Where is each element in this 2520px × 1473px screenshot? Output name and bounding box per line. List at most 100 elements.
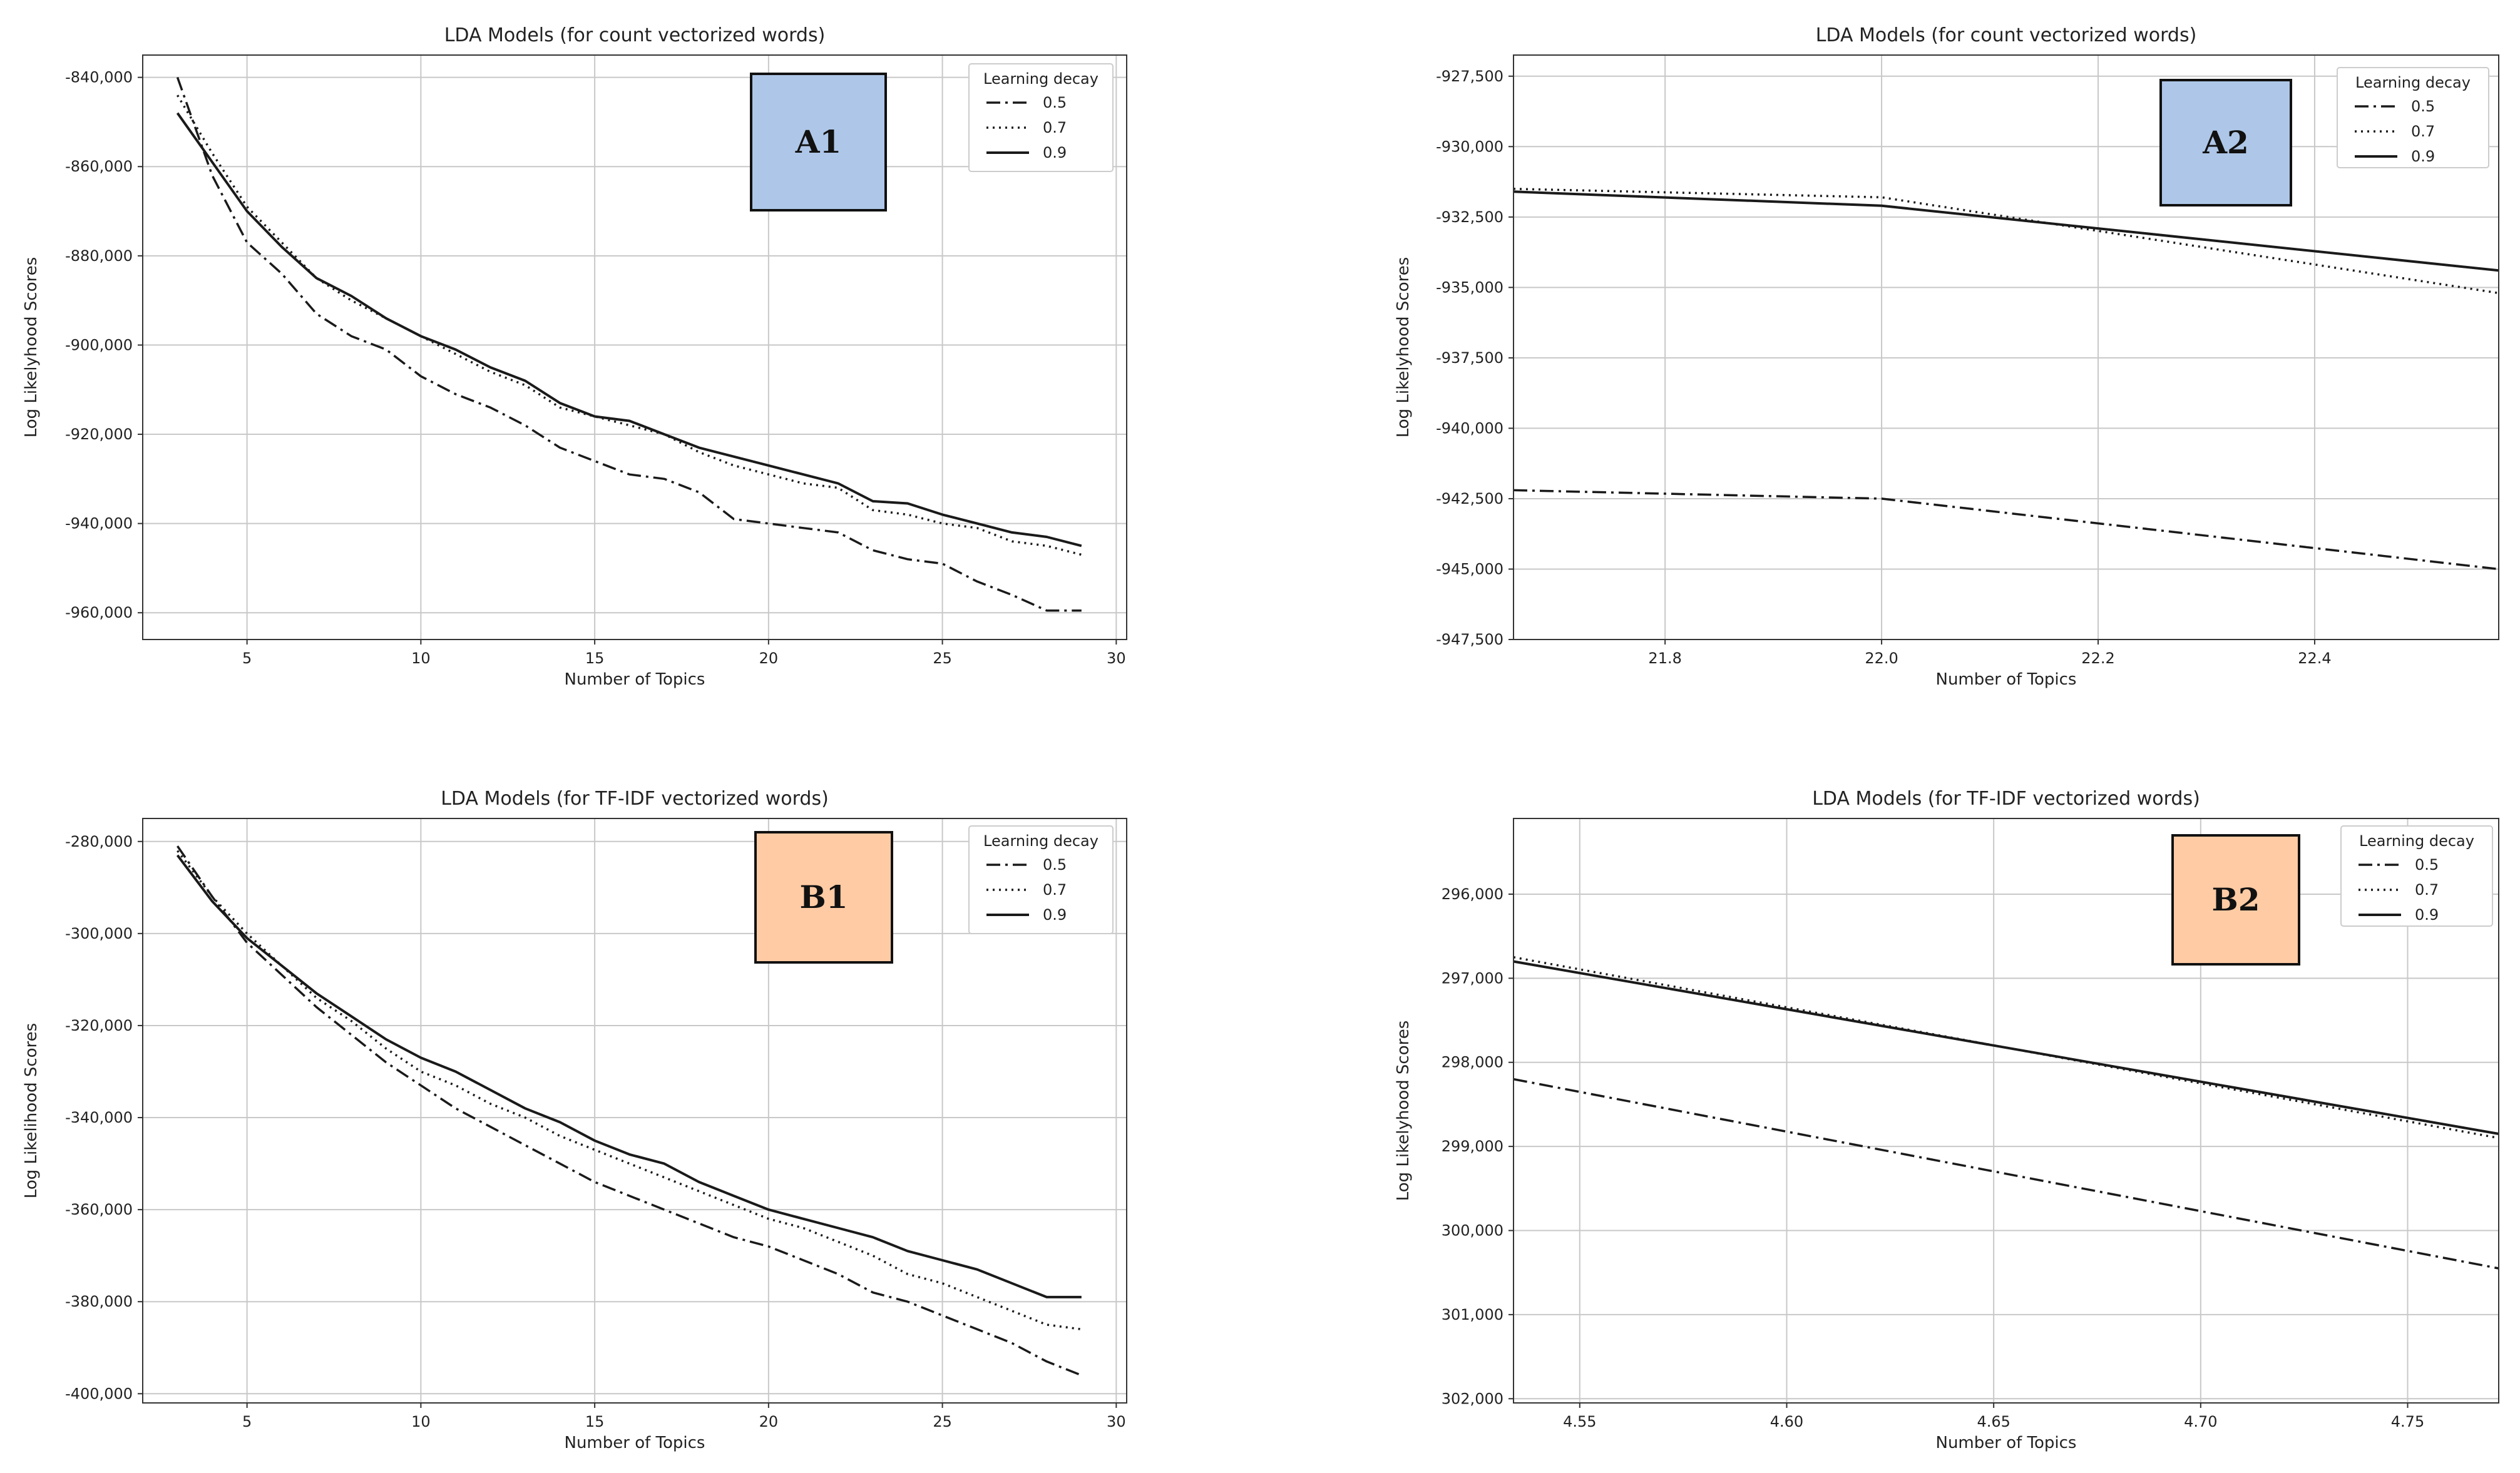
b1-x-tick-label: 10: [411, 1413, 431, 1430]
b1-x-tick-label: 5: [242, 1413, 252, 1430]
a1-x-tick-label: 20: [759, 650, 779, 667]
b1-y-tick-label: -380,000: [65, 1293, 133, 1310]
b2-legend-box: [2340, 825, 2493, 927]
b2-y-tick-label: 297,000: [1442, 969, 1503, 987]
b2-y-tick-label: 298,000: [1442, 1054, 1503, 1071]
b2-legend-title: Learning decay: [2359, 832, 2474, 850]
a2-series-line-0-9: [1513, 190, 2499, 272]
a1-y-tick-label: -920,000: [65, 426, 133, 443]
a1-series-line-0-9: [176, 112, 1082, 548]
a2-x-tick-label: 21.8: [1648, 650, 1681, 667]
a2-y-tick-label: -930,000: [1436, 138, 1503, 155]
b1-y-tick-label: -280,000: [65, 833, 133, 850]
b1-legend-label: 0.7: [1043, 881, 1067, 899]
b1-series-line-0-7: [177, 850, 1082, 1331]
b1-y-tick-label: -340,000: [65, 1109, 133, 1126]
a1-x-tick-label: 30: [1107, 650, 1126, 667]
b1-y-tick-label: -320,000: [65, 1017, 133, 1034]
b1-chart-title: LDA Models (for TF-IDF vectorized words): [441, 788, 829, 810]
b1-y-axis-label: Log Likelihood Scores: [22, 1023, 41, 1198]
b2-x-axis-label: Number of Topics: [1936, 1434, 2077, 1452]
a2-panel-tag-box: [2159, 79, 2292, 206]
a1-y-tick-label: -840,000: [65, 69, 133, 86]
a1-legend: Learning decay 0.5 0.7 0.9: [968, 63, 1114, 172]
b2-x-tick-label: 4.55: [1563, 1413, 1596, 1430]
a1-y-tick-label: -880,000: [65, 247, 133, 265]
b1-legend-title: Learning decay: [983, 832, 1099, 850]
a2-y-tick-label: -942,500: [1436, 490, 1503, 507]
a2-y-tick-label: -935,000: [1436, 278, 1503, 296]
a1-series-line-0-5: [176, 77, 1082, 612]
a2-panel-tag-label: A2: [2202, 124, 2249, 161]
b2-y-tick-label: 299,000: [1442, 1138, 1503, 1155]
a1-x-tick-label: 5: [242, 650, 252, 667]
b2-legend: Learning decay 0.5 0.7 0.9: [2340, 825, 2493, 927]
b1-legend: Learning decay 0.5 0.7 0.9: [968, 825, 1114, 934]
b1-legend-box: [968, 825, 1114, 934]
a1-axes-frame: [142, 54, 1127, 640]
a2-chart-title: LDA Models (for count vectorized words): [1816, 24, 2197, 46]
a1-legend-label: 0.7: [1043, 119, 1067, 136]
b2-panel-tag-box: [2171, 834, 2300, 966]
b1-legend-label: 0.5: [1043, 856, 1067, 874]
b2-chart-title: LDA Models (for TF-IDF vectorized words): [1812, 788, 2200, 810]
a1-y-tick-label: -900,000: [65, 336, 133, 354]
b2-axes-frame: [1513, 818, 2499, 1404]
b2-x-tick-label: 4.60: [1770, 1413, 1803, 1430]
b1-panel-tag-label: B1: [799, 879, 848, 915]
a1-y-tick-label: -940,000: [65, 515, 133, 533]
a1-panel-tag-box: [750, 73, 887, 212]
a1-x-axis-label: Number of Topics: [565, 670, 705, 689]
b1-panel-tag-box: [754, 831, 893, 964]
a1-legend-box: [968, 63, 1114, 172]
a1-x-tick-label: 25: [933, 650, 952, 667]
a1-y-axis-label: Log Likelyhood Scores: [22, 257, 41, 438]
a1-x-tick-label: 15: [585, 650, 605, 667]
b1-series-line-0-9: [176, 854, 1082, 1298]
a2-y-tick-label: -940,000: [1436, 419, 1503, 437]
a1-panel-tag-label: A1: [795, 123, 842, 160]
a1-chart-title: LDA Models (for count vectorized words): [444, 24, 826, 46]
a2-legend-label: 0.9: [2411, 148, 2435, 165]
b2-y-tick-label: 300,000: [1442, 1222, 1503, 1240]
a2-x-tick-label: 22.4: [2298, 650, 2331, 667]
b2-y-tick-label: 296,000: [1442, 885, 1503, 903]
a2-y-axis-label: Log Likelyhood Scores: [1394, 257, 1413, 438]
b1-legend-label: 0.9: [1043, 906, 1067, 924]
chart-panel-b2: 4.55 4.60 4.65 4.70 4.75 296,000 297,000 298,00…: [1394, 788, 2499, 1452]
a2-x-tick-label: 22.2: [2081, 650, 2114, 667]
b2-panel-tag-label: B2: [2211, 881, 2260, 918]
a2-series-line-0-5: [1513, 489, 2499, 571]
chart-panel-b1: 5 10 15 20 25 30 -280,000 -300,000 -320,000 -340,…: [22, 788, 1127, 1452]
a1-y-tick-label: -960,000: [65, 604, 133, 621]
b2-y-tick-label: 302,000: [1442, 1390, 1503, 1407]
b2-legend-label: 0.7: [2415, 881, 2439, 899]
a2-y-tick-label: -937,500: [1436, 349, 1503, 367]
a1-legend-title: Learning decay: [983, 70, 1099, 88]
a1-legend-label: 0.9: [1043, 144, 1067, 161]
a2-legend-box: [2337, 67, 2489, 168]
a2-legend-label: 0.5: [2411, 98, 2435, 115]
b1-y-tick-label: -360,000: [65, 1201, 133, 1218]
b1-x-tick-label: 25: [933, 1413, 952, 1430]
b2-y-tick-label: 301,000: [1442, 1306, 1503, 1323]
a1-series-line-0-7: [176, 94, 1082, 556]
a2-y-tick-label: -947,500: [1436, 631, 1503, 648]
a2-y-tick-label: -945,000: [1436, 560, 1503, 578]
a2-legend-title: Learning decay: [2355, 74, 2471, 91]
a1-y-tick-label: -860,000: [65, 158, 133, 175]
a2-legend-label: 0.7: [2411, 123, 2435, 140]
a1-x-tick-label: 10: [411, 650, 431, 667]
b2-series-line-0-9: [1513, 960, 2499, 1135]
b2-y-axis-label: Log Likelyhood Scores: [1394, 1021, 1413, 1201]
a1-legend-label: 0.5: [1043, 94, 1067, 111]
b2-x-tick-label: 4.65: [1977, 1413, 2010, 1430]
b1-x-tick-label: 20: [759, 1413, 779, 1430]
b1-y-tick-label: -400,000: [65, 1385, 133, 1402]
a2-y-tick-label: -927,500: [1436, 68, 1503, 85]
a2-x-axis-label: Number of Topics: [1936, 670, 2077, 689]
b1-x-tick-label: 30: [1107, 1413, 1126, 1430]
b2-x-tick-label: 4.75: [2391, 1413, 2424, 1430]
